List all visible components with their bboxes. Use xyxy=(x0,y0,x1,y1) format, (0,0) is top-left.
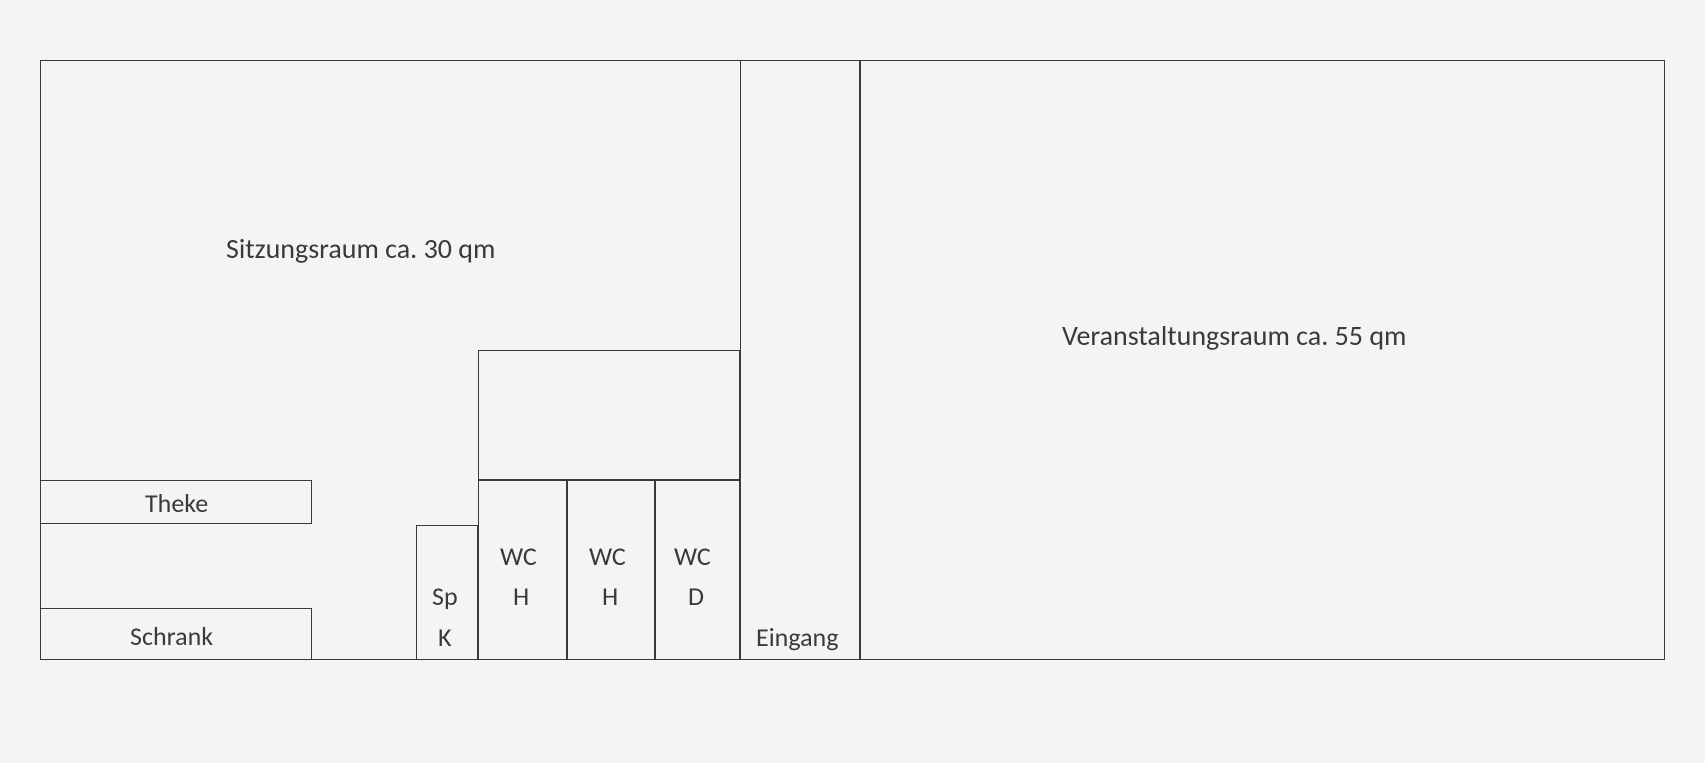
label-wc-h1-wc: WC xyxy=(500,540,537,572)
label-schrank: Schrank xyxy=(130,620,213,652)
label-theke: Theke xyxy=(145,487,208,519)
entry-column xyxy=(740,60,860,660)
label-wc-h2-wc: WC xyxy=(589,540,626,572)
floorplan-canvas: Sitzungsraum ca. 30 qm Veranstaltungsrau… xyxy=(0,0,1705,763)
wc-upper-bar xyxy=(478,350,740,480)
label-k: K xyxy=(438,621,452,653)
label-veranstaltungsraum: Veranstaltungsraum ca. 55 qm xyxy=(1062,318,1406,353)
label-eingang: Eingang xyxy=(756,621,838,653)
label-sitzungsraum: Sitzungsraum ca. 30 qm xyxy=(226,231,495,266)
room-veranstaltungsraum xyxy=(860,60,1665,660)
label-wc-h2-h: H xyxy=(602,580,618,612)
label-sp: Sp xyxy=(432,580,458,612)
label-wc-d-d: D xyxy=(688,580,704,612)
label-wc-d-wc: WC xyxy=(674,540,711,572)
label-wc-h1-h: H xyxy=(513,580,529,612)
